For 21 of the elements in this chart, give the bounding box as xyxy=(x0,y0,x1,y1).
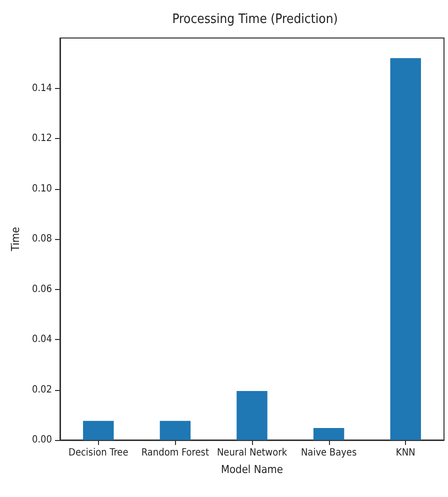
bar xyxy=(83,420,114,440)
bar xyxy=(160,420,191,440)
y-tick-label: 0.04 xyxy=(32,334,52,345)
bar xyxy=(236,391,268,440)
y-tick-label: 0.02 xyxy=(32,384,52,396)
x-tick-label: Random Forest xyxy=(141,448,210,458)
x-tick-label: Neural Network xyxy=(216,448,288,458)
x-tick-label: Decision Tree xyxy=(68,448,129,458)
y-tick-label: 0.14 xyxy=(32,82,52,94)
chart-title: Processing Time (Prediction) xyxy=(172,12,338,27)
y-tick-label: 0.12 xyxy=(32,133,52,144)
y-tick-label: 0.08 xyxy=(32,234,52,244)
y-axis-title: Time xyxy=(9,226,22,252)
x-tick-label: KNN xyxy=(396,448,416,458)
x-axis-title: Model Name xyxy=(220,463,284,476)
bar xyxy=(390,58,421,440)
y-tick-label: 0.00 xyxy=(32,434,52,446)
bar xyxy=(313,428,344,440)
x-tick-label: Naive Bayes xyxy=(300,448,357,458)
y-tick-label: 0.06 xyxy=(32,284,52,295)
y-tick-label: 0.10 xyxy=(32,183,52,194)
